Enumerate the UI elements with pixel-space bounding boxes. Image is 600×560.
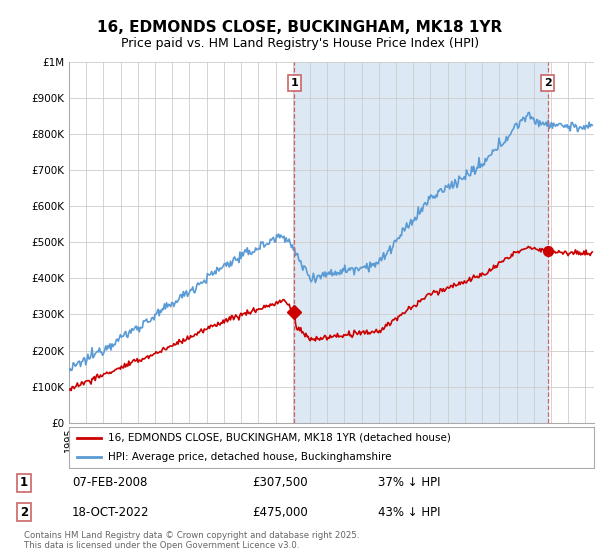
Text: 07-FEB-2008: 07-FEB-2008 <box>72 476 148 489</box>
Text: 18-OCT-2022: 18-OCT-2022 <box>72 506 149 519</box>
Text: 43% ↓ HPI: 43% ↓ HPI <box>378 506 440 519</box>
Text: 16, EDMONDS CLOSE, BUCKINGHAM, MK18 1YR (detached house): 16, EDMONDS CLOSE, BUCKINGHAM, MK18 1YR … <box>109 433 451 443</box>
Text: HPI: Average price, detached house, Buckinghamshire: HPI: Average price, detached house, Buck… <box>109 452 392 462</box>
Text: 2: 2 <box>20 506 28 519</box>
Text: £475,000: £475,000 <box>252 506 308 519</box>
Bar <box>295 62 548 423</box>
Text: 1: 1 <box>290 78 298 88</box>
Text: £307,500: £307,500 <box>252 476 308 489</box>
Text: 2: 2 <box>544 78 551 88</box>
Text: Contains HM Land Registry data © Crown copyright and database right 2025.
This d: Contains HM Land Registry data © Crown c… <box>24 531 359 550</box>
Text: 16, EDMONDS CLOSE, BUCKINGHAM, MK18 1YR: 16, EDMONDS CLOSE, BUCKINGHAM, MK18 1YR <box>97 20 503 35</box>
Text: 37% ↓ HPI: 37% ↓ HPI <box>378 476 440 489</box>
Text: 1: 1 <box>20 476 28 489</box>
Text: Price paid vs. HM Land Registry's House Price Index (HPI): Price paid vs. HM Land Registry's House … <box>121 37 479 50</box>
